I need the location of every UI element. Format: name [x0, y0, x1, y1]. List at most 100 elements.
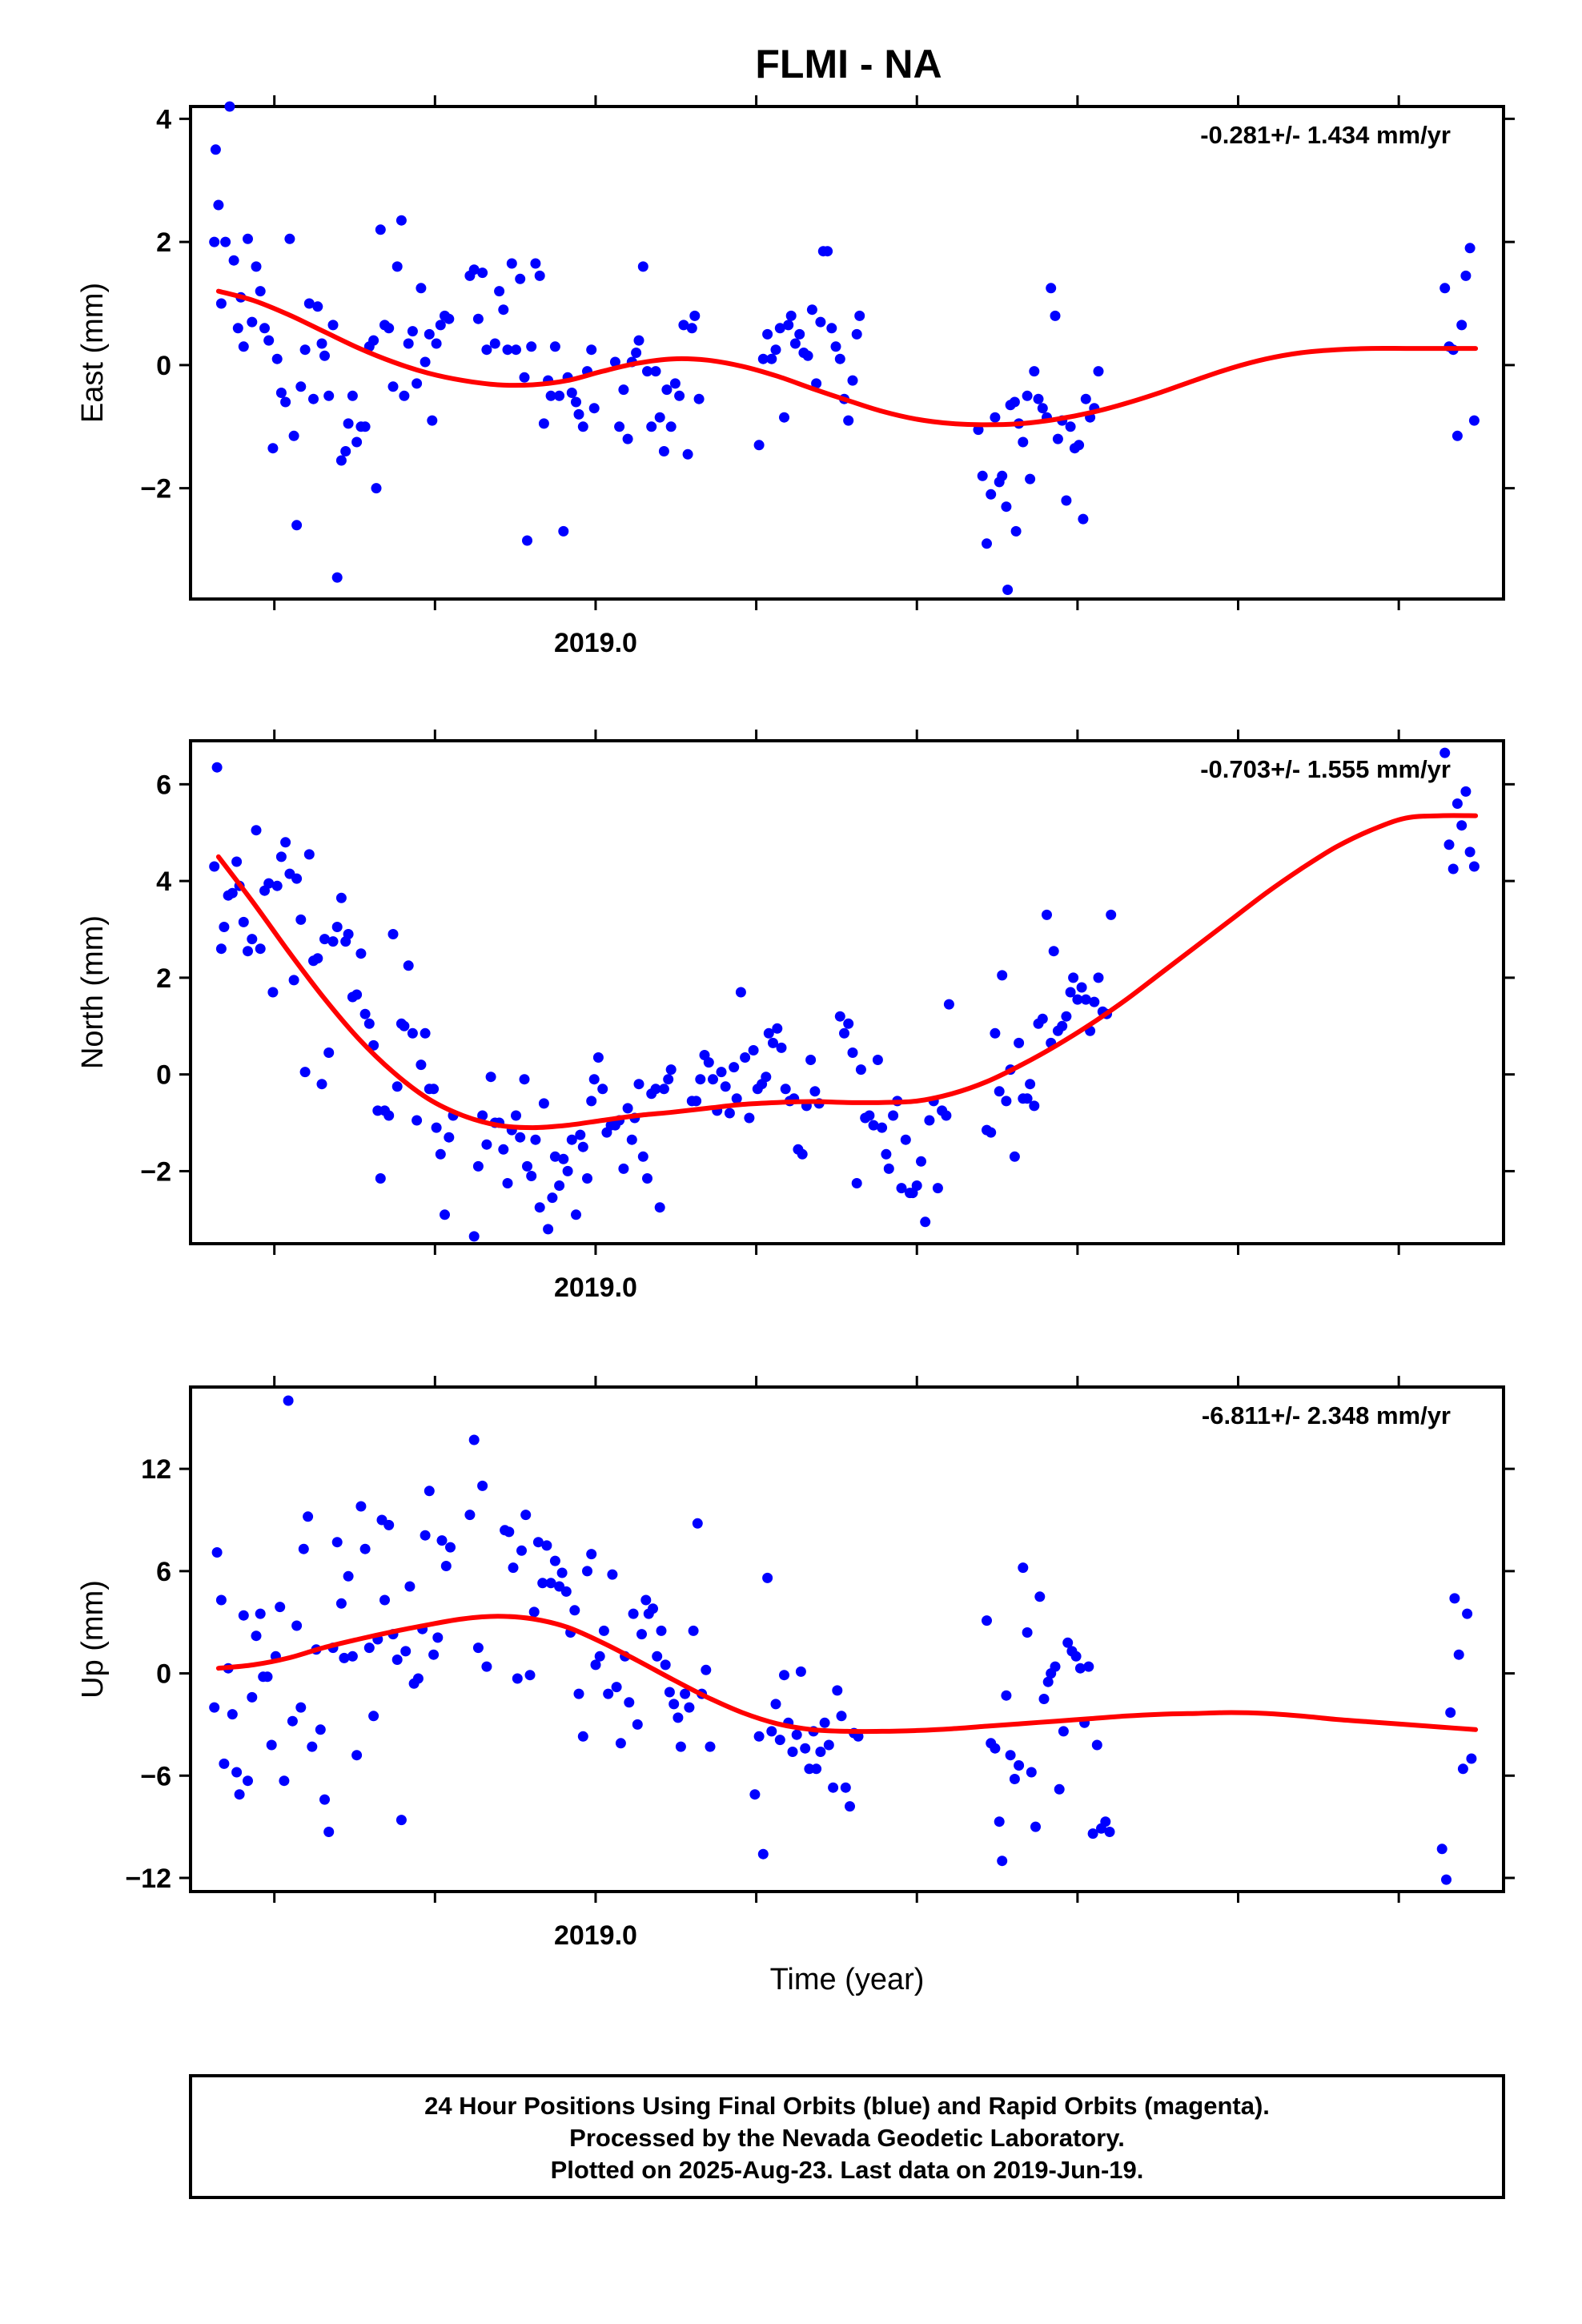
- north-data-point: [575, 1129, 586, 1140]
- north-data-point: [526, 1171, 537, 1181]
- north-data-point: [577, 1141, 588, 1152]
- north-data-point: [622, 1103, 633, 1114]
- east-data-point: [1052, 433, 1063, 444]
- east-data-point: [288, 430, 299, 441]
- north-data-point: [740, 1052, 751, 1063]
- up-data-point: [355, 1501, 367, 1512]
- north-data-point: [399, 1020, 410, 1031]
- north-data-point: [502, 1178, 513, 1188]
- north-data-point: [932, 1183, 943, 1194]
- east-data-point: [631, 348, 642, 358]
- east-data-point: [785, 310, 797, 321]
- north-data-point: [650, 1084, 661, 1095]
- east-data-point: [997, 470, 1008, 481]
- up-data-point: [603, 1688, 614, 1699]
- east-data-point: [312, 301, 323, 312]
- east-data-point: [789, 338, 801, 349]
- east-data-point: [538, 418, 549, 429]
- east-data-point: [1078, 513, 1089, 525]
- north-data-point: [1025, 1079, 1036, 1090]
- north-data-point: [855, 1064, 866, 1076]
- east-data-point: [387, 381, 399, 392]
- up-data-point: [404, 1581, 416, 1592]
- north-data-point: [387, 929, 399, 939]
- east-data-point: [481, 344, 492, 356]
- east-data-point: [1074, 440, 1085, 451]
- up-data-point: [701, 1664, 712, 1675]
- up-data-point: [766, 1726, 777, 1737]
- up-data-point: [753, 1731, 765, 1742]
- north-data-point: [543, 1224, 554, 1235]
- north-plot-frame: [189, 739, 1505, 1245]
- east-data-point: [477, 267, 488, 279]
- up-data-point: [1441, 1874, 1452, 1885]
- east-data-point: [577, 421, 588, 432]
- east-data-point: [847, 375, 858, 386]
- east-data-point: [263, 335, 275, 346]
- north-data-point: [522, 1160, 532, 1172]
- up-model-curve: [215, 1614, 1479, 1735]
- north-data-point: [1037, 1013, 1048, 1024]
- east-data-point: [757, 353, 769, 364]
- north-data-point: [519, 1074, 530, 1085]
- east-data-point: [526, 341, 537, 352]
- east-data-point: [427, 415, 438, 426]
- north-data-point: [703, 1057, 714, 1068]
- north-data-point: [255, 943, 266, 955]
- up-y-tick-label: 12: [141, 1454, 171, 1485]
- up-data-point: [436, 1535, 448, 1546]
- east-data-point: [678, 320, 689, 331]
- up-data-point: [549, 1555, 560, 1566]
- east-data-point: [609, 356, 620, 368]
- east-data-point: [267, 443, 279, 454]
- north-data-point: [263, 878, 275, 889]
- north-data-point: [267, 987, 279, 998]
- east-data-point: [646, 421, 657, 432]
- north-data-point: [586, 1096, 597, 1107]
- east-data-point: [674, 390, 685, 401]
- east-data-point: [1061, 495, 1072, 506]
- north-data-point: [1048, 946, 1059, 957]
- east-data-point: [247, 316, 258, 328]
- up-data-point: [524, 1670, 536, 1681]
- east-rate-label: -0.281+/- 1.434 mm/yr: [1200, 121, 1451, 149]
- east-data-point: [1464, 243, 1476, 254]
- up-data-point: [705, 1741, 716, 1752]
- north-data-point: [288, 975, 299, 986]
- up-data-point: [652, 1651, 663, 1662]
- up-data-point: [556, 1567, 568, 1578]
- east-data-point: [303, 298, 315, 309]
- north-data-point: [720, 1081, 731, 1092]
- north-data-point: [1456, 820, 1468, 831]
- up-data-point: [607, 1569, 618, 1580]
- east-data-point: [209, 236, 220, 247]
- north-data-point: [383, 1110, 395, 1121]
- east-data-point: [1033, 393, 1044, 404]
- north-y-tick-label: −2: [140, 1156, 171, 1187]
- up-data-point: [347, 1651, 358, 1662]
- up-data-point: [845, 1801, 855, 1812]
- north-data-point: [431, 1122, 442, 1133]
- east-data-point: [215, 298, 227, 309]
- north-data-point: [485, 1072, 496, 1083]
- east-y-tick-label: 4: [156, 104, 171, 135]
- up-data-point: [1074, 1663, 1086, 1674]
- north-data-point: [597, 1084, 608, 1095]
- up-data-point: [774, 1735, 785, 1746]
- east-data-point: [472, 313, 484, 324]
- north-model-curve: [215, 813, 1479, 1131]
- east-data-point: [1037, 403, 1048, 414]
- east-data-point: [762, 328, 773, 340]
- up-data-point: [823, 1739, 834, 1751]
- north-data-point: [1452, 798, 1463, 809]
- north-data-point: [416, 1059, 427, 1071]
- north-data-point: [1460, 786, 1472, 797]
- north-data-point: [729, 1062, 740, 1073]
- up-data-point: [343, 1570, 354, 1582]
- up-data-point: [275, 1602, 286, 1613]
- north-data-point: [238, 916, 249, 927]
- east-data-point: [271, 353, 283, 364]
- east-data-point: [650, 366, 661, 377]
- north-data-point: [335, 892, 347, 903]
- north-data-point: [316, 1079, 327, 1090]
